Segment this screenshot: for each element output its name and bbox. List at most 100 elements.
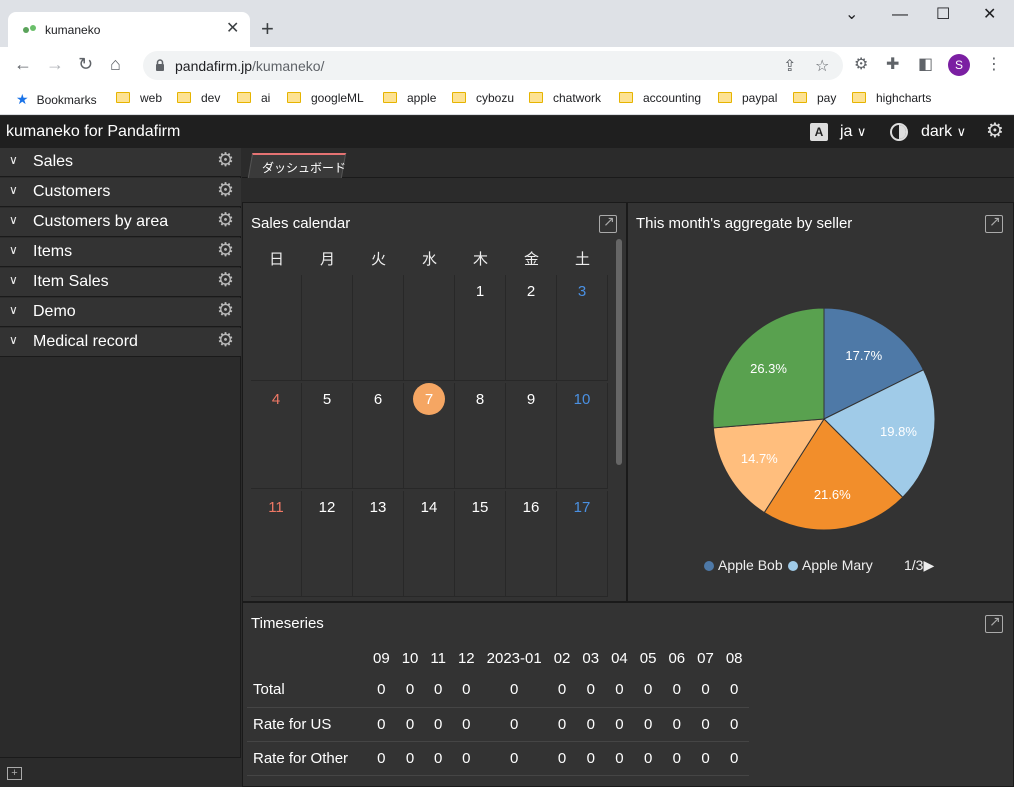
minimize-icon[interactable]: — — [892, 6, 908, 23]
close-tab-icon[interactable]: ✕ — [226, 20, 240, 37]
calendar-day-cell[interactable]: 4 — [251, 383, 302, 489]
table-cell: 0 — [605, 741, 634, 776]
gear-icon[interactable]: ⚙ — [217, 210, 235, 231]
address-bar[interactable]: pandafirm.jp/kumaneko/ ⇪ ☆ — [143, 51, 843, 80]
scrollbar-thumb[interactable] — [616, 239, 622, 465]
bookmark-folder[interactable]: ai — [237, 91, 270, 105]
calendar-day-cell[interactable]: 9 — [506, 383, 557, 489]
calendar-day-cell[interactable]: 11 — [251, 491, 302, 597]
calendar-day-cell[interactable]: 16 — [506, 491, 557, 597]
calendar-day-cell[interactable]: 12 — [302, 491, 353, 597]
weekday-header: 水 — [421, 251, 437, 268]
bookmark-folder[interactable]: dev — [177, 91, 220, 105]
calendar-day-cell[interactable]: 5 — [302, 383, 353, 489]
open-external-icon[interactable] — [985, 213, 1003, 233]
pie-slice[interactable] — [823, 369, 936, 499]
calendar-day-cell[interactable] — [302, 275, 353, 381]
profile-avatar[interactable]: S — [948, 54, 970, 76]
pie-slice[interactable] — [763, 418, 904, 531]
weekday-header: 日 — [268, 251, 284, 268]
language-icon: A — [810, 123, 828, 141]
open-external-icon[interactable] — [599, 213, 617, 233]
gear-icon[interactable]: ⚙ — [217, 330, 235, 351]
bookmark-folder[interactable]: accounting — [619, 91, 701, 105]
bookmark-folder[interactable]: web — [116, 91, 162, 105]
calendar-day-number: 9 — [526, 391, 536, 408]
theme-select[interactable]: dark ∨ — [921, 123, 967, 140]
bookmark-folder[interactable]: paypal — [718, 91, 777, 105]
tab-dashboard-label: ダッシュボード — [262, 161, 347, 175]
pie-slice[interactable] — [823, 307, 925, 420]
calendar-day-cell[interactable]: 15 — [455, 491, 506, 597]
maximize-icon[interactable]: ☐ — [936, 6, 951, 23]
calendar-day-cell[interactable]: 14 — [404, 491, 455, 597]
calendar-day-cell[interactable]: 13 — [353, 491, 404, 597]
calendar-day-cell[interactable]: 10 — [557, 383, 608, 489]
bookmark-folder[interactable]: cybozu — [452, 91, 514, 105]
app-settings-gear-icon[interactable]: ⚙ — [986, 120, 1004, 142]
column-header: 10 — [401, 649, 419, 667]
open-external-icon[interactable] — [985, 613, 1003, 633]
row-label: Rate for Other — [247, 741, 367, 776]
sidebar-item-demo[interactable]: ∨ Demo ⚙ — [0, 298, 241, 327]
add-app-icon[interactable]: + — [7, 767, 22, 780]
calendar-day-cell[interactable]: 1 — [455, 275, 506, 381]
sidebar-item-customers[interactable]: ∨ Customers ⚙ — [0, 178, 241, 207]
bookmark-item[interactable]: ★ Bookmarks — [16, 91, 97, 107]
gear-icon[interactable]: ⚙ — [217, 240, 235, 261]
tab-search-chevron-icon[interactable]: ⌄ — [845, 6, 859, 23]
calendar-day-number: 4 — [271, 391, 281, 408]
table-cell: 0 — [367, 707, 396, 742]
legend-pager[interactable]: 1/3▶ — [904, 557, 935, 573]
legend-item[interactable]: Apple Bob — [704, 557, 783, 573]
calendar-day-cell[interactable]: 8 — [455, 383, 506, 489]
table-cell: 0 — [367, 741, 396, 776]
reload-icon[interactable]: ↻ — [78, 54, 94, 74]
bookmark-folder[interactable]: chatwork — [529, 91, 601, 105]
calendar-day-number: 6 — [373, 391, 383, 408]
pie-slice[interactable] — [712, 307, 825, 429]
gear-icon[interactable]: ⚙ — [217, 180, 235, 201]
bookmark-folder[interactable]: googleML — [287, 91, 364, 105]
home-icon[interactable]: ⌂ — [110, 54, 121, 74]
gear-icon[interactable]: ⚙ — [217, 300, 235, 321]
calendar-day-cell[interactable]: 6 — [353, 383, 404, 489]
side-panel-icon[interactable]: ◧ — [918, 56, 934, 73]
extension-gear-icon[interactable]: ⚙ — [854, 56, 869, 73]
bookmark-folder[interactable]: pay — [793, 91, 836, 105]
sidebar-item-item-sales[interactable]: ∨ Item Sales ⚙ — [0, 268, 241, 297]
sidebar-item-sales[interactable]: ∨ Sales ⚙ — [0, 148, 241, 177]
forward-icon[interactable]: → — [46, 54, 64, 74]
sidebar-item-items[interactable]: ∨ Items ⚙ — [0, 238, 241, 267]
calendar-day-cell[interactable]: 17 — [557, 491, 608, 597]
sidebar-item-customers-by-area[interactable]: ∨ Customers by area ⚙ — [0, 208, 241, 237]
table-row: Total 0 0 0 0 0 0 0 0 0 0 0 0 — [247, 673, 749, 708]
sidebar-item-medical-record[interactable]: ∨ Medical record ⚙ — [0, 328, 241, 357]
extensions-puzzle-icon[interactable]: ✚ — [886, 56, 900, 73]
calendar-day-cell[interactable]: 2 — [506, 275, 557, 381]
back-icon[interactable]: ← — [14, 54, 32, 74]
legend-item[interactable]: Apple Mary — [788, 557, 873, 573]
bookmark-star-icon[interactable]: ☆ — [815, 58, 830, 75]
calendar-day-number: 12 — [318, 499, 336, 516]
bookmark-folder[interactable]: apple — [383, 91, 436, 105]
calendar-day-cell[interactable] — [353, 275, 404, 381]
gear-icon[interactable]: ⚙ — [217, 150, 235, 171]
calendar-day-cell[interactable]: 7 — [404, 383, 455, 489]
pie-slice[interactable] — [712, 418, 825, 514]
browser-tab[interactable]: kumaneko ✕ — [8, 12, 250, 47]
share-icon[interactable]: ⇪ — [783, 58, 797, 75]
chevron-down-icon: ∨ — [9, 273, 18, 287]
calendar-day-cell[interactable] — [251, 275, 302, 381]
new-tab-icon[interactable]: + — [261, 16, 274, 41]
gear-icon[interactable]: ⚙ — [217, 270, 235, 291]
browser-menu-icon[interactable]: ⋮ — [986, 56, 1002, 73]
calendar-day-number: 2 — [526, 283, 536, 300]
bookmark-folder[interactable]: highcharts — [852, 91, 931, 105]
calendar-scrollbar[interactable] — [615, 239, 623, 599]
calendar-day-cell[interactable]: 3 — [557, 275, 608, 381]
language-select[interactable]: ja ∨ — [840, 123, 867, 140]
table-row: Rate for US 0 0 0 0 0 0 0 0 0 0 0 0 — [247, 707, 749, 742]
close-window-icon[interactable]: ✕ — [983, 6, 997, 23]
calendar-day-cell[interactable] — [404, 275, 455, 381]
